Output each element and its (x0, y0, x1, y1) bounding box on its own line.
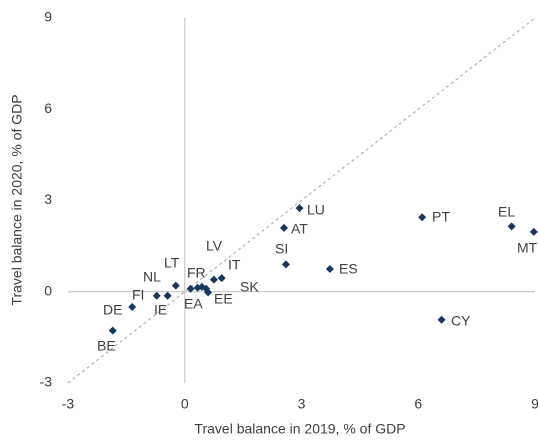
point-label: EE (214, 291, 233, 307)
y-tick-label: 9 (44, 9, 52, 25)
y-tick-label: 3 (44, 191, 52, 207)
y-axis-label: Travel balance in 2020, % of GDP (9, 94, 25, 305)
point-label: EL (498, 204, 515, 220)
point (171, 281, 180, 290)
point-label: IE (154, 302, 167, 318)
point (128, 302, 137, 311)
point (295, 204, 304, 213)
point (529, 227, 538, 236)
point-label: LV (206, 238, 223, 254)
point (152, 291, 161, 300)
y-tick-label: 0 (44, 282, 52, 298)
point (418, 213, 427, 222)
point-label: DE (103, 302, 122, 318)
point (163, 291, 172, 300)
point (507, 222, 516, 231)
x-tick-label: 9 (531, 396, 538, 412)
point-label: PT (432, 209, 450, 225)
point-label: SK (240, 279, 259, 295)
x-tick-label: -3 (62, 396, 75, 412)
point-label: IT (228, 257, 241, 273)
point-label: NL (143, 269, 161, 285)
point-label: FR (187, 265, 206, 281)
point-label: MT (517, 240, 538, 256)
y-tick-label: -3 (40, 374, 53, 390)
point (279, 223, 288, 232)
point-label: EA (184, 296, 203, 312)
point-label: FI (132, 287, 144, 303)
point-label: ES (339, 261, 358, 277)
x-axis-label: Travel balance in 2019, % of GDP (194, 421, 405, 437)
point (437, 315, 446, 324)
point (217, 274, 226, 283)
x-tick-label: 0 (181, 396, 189, 412)
point-label: AT (291, 221, 308, 237)
x-tick-label: 6 (414, 396, 422, 412)
y-tick-label: 6 (44, 100, 52, 116)
point-label: CY (451, 313, 471, 329)
point (108, 326, 117, 335)
point (325, 264, 334, 273)
point-label: SI (275, 241, 288, 257)
x-tick-label: 3 (298, 396, 306, 412)
point-label: LT (164, 255, 180, 271)
point-label: LU (307, 202, 325, 218)
point-label: BE (97, 338, 116, 354)
point (281, 260, 290, 269)
point (204, 288, 213, 297)
point (209, 275, 218, 284)
point (186, 284, 195, 293)
diagonal-line (67, 17, 536, 384)
